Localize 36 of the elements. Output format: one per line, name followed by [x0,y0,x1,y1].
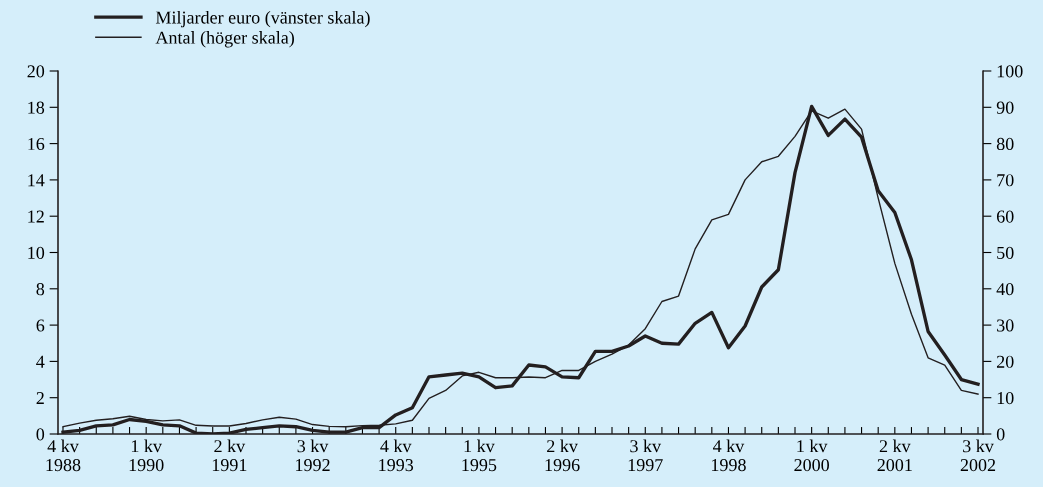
x-tick-label: 4 kv 1993 [379,439,414,472]
y-tick-label: 0 [36,428,45,441]
y2-tick-label: 60 [996,210,1014,223]
y-tick-label: 14 [28,174,45,187]
y-tick-label: 8 [36,283,45,296]
y-tick-label: 12 [28,210,44,223]
y-tick-label: 16 [28,137,45,151]
y2-tick-label: 100 [997,65,1023,78]
y-tick-label: 18 [28,101,45,114]
legend-label: Antal (höger skala) [155,31,294,48]
x-tick-label: 2 kv 2001 [877,439,912,472]
x-tick-label: 4 kv 1998 [711,439,746,472]
x-tick-label: 3 kv 1992 [296,439,330,472]
x-tick-label: 2 kv 1991 [212,439,247,472]
y2-tick-label: 30 [997,319,1014,332]
y-tick-label: 10 [28,246,45,259]
legend-label: Miljarder euro (vänster skala) [155,10,370,28]
y-tick-label: 20 [27,65,45,78]
y2-tick-label: 10 [997,391,1014,405]
x-tick-label: 3 kv 2002 [960,439,996,472]
x-tick-label: 2 kv 1996 [545,439,580,472]
x-tick-label: 4 kv 1988 [46,439,81,472]
y-tick-label: 6 [36,319,45,332]
y2-tick-label: 40 [996,283,1014,296]
x-tick-label: 1 kv 1990 [129,439,164,472]
y2-tick-label: 50 [997,246,1014,259]
y2-tick-label: 70 [997,174,1014,187]
y2-tick-label: 0 [996,428,1005,441]
x-tick-label: 3 kv 1997 [628,439,663,472]
y2-tick-label: 90 [996,101,1014,114]
x-tick-label: 1 kv 2000 [794,439,830,472]
x-tick-label: 1 kv 1995 [462,439,497,472]
y2-tick-label: 80 [996,137,1014,151]
y-tick-label: 2 [36,392,44,404]
y2-tick-label: 20 [996,355,1014,368]
y-tick-label: 4 [36,355,45,368]
